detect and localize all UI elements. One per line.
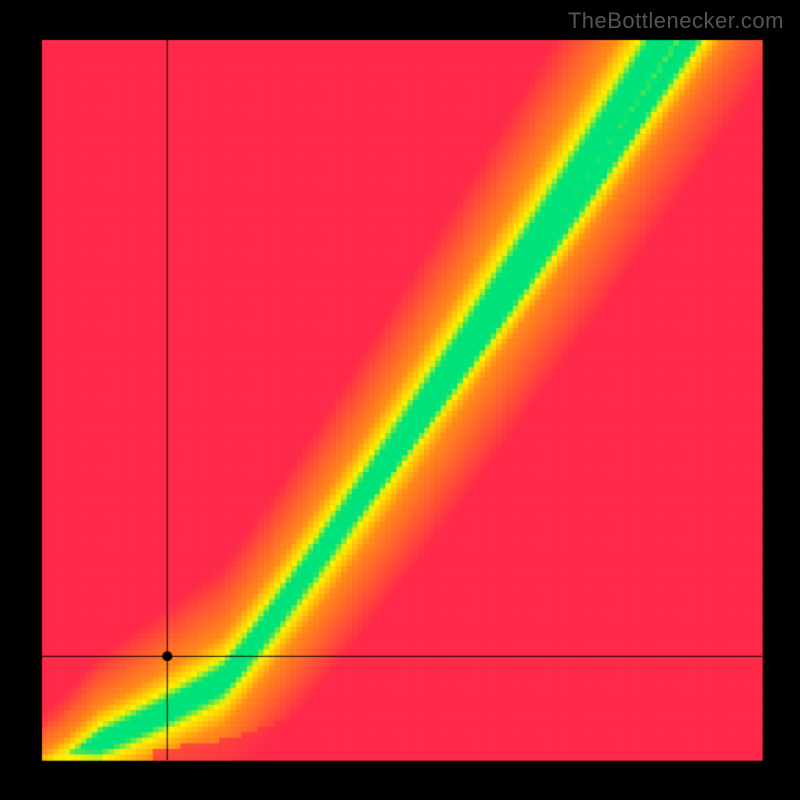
watermark-text: TheBottlenecker.com xyxy=(568,8,784,34)
chart-container: TheBottlenecker.com xyxy=(0,0,800,800)
heatmap-canvas xyxy=(0,0,800,800)
